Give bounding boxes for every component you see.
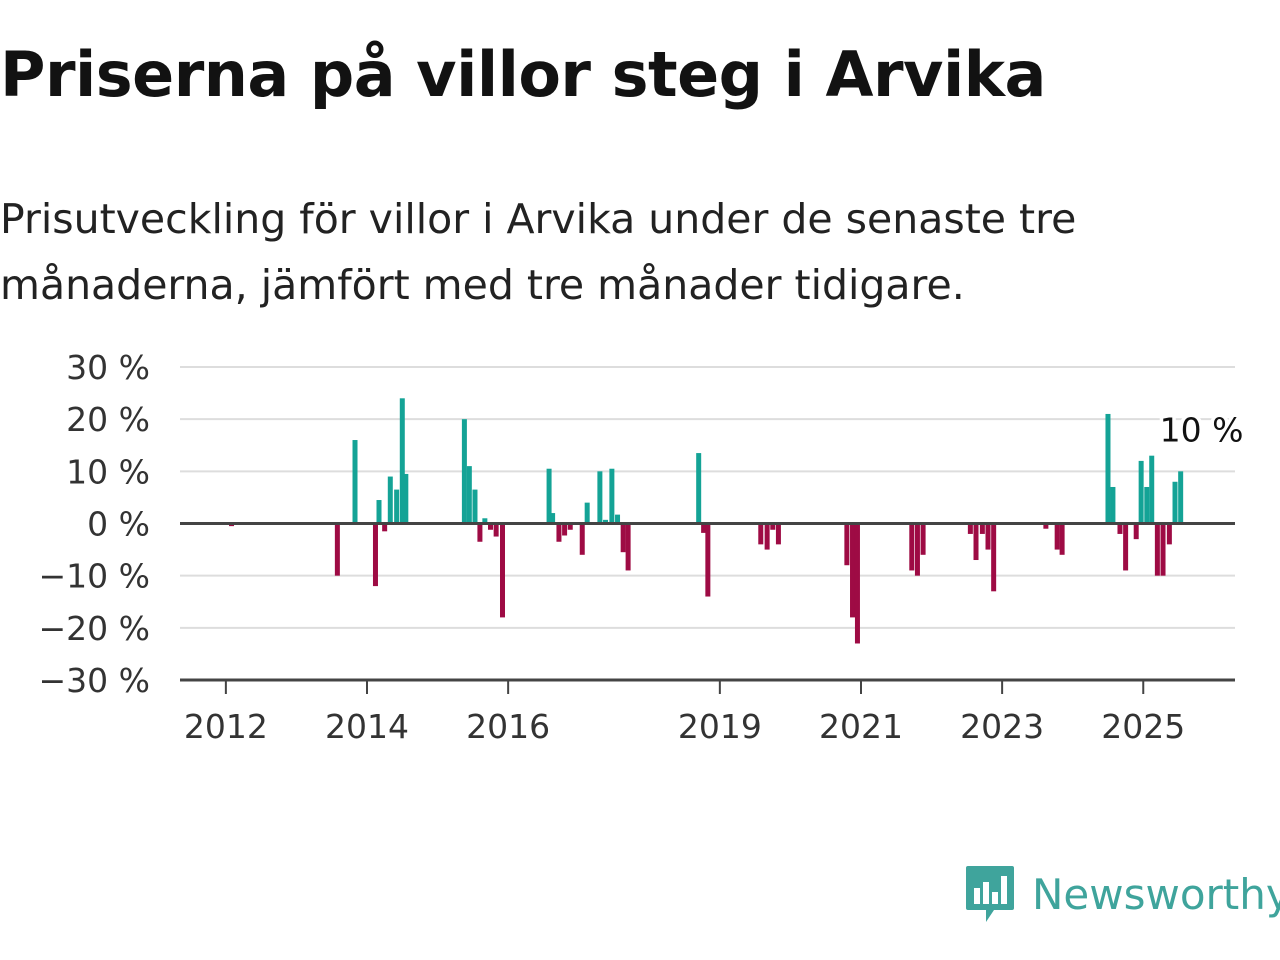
bar	[1043, 523, 1049, 529]
bar	[775, 523, 781, 545]
bar	[394, 489, 400, 524]
bar	[1054, 523, 1060, 550]
y-tick-label: −30 %	[39, 661, 151, 700]
annotations: 10 %	[1156, 407, 1247, 453]
bar	[461, 419, 467, 524]
y-tick-label: 20 %	[66, 400, 150, 439]
bar	[1166, 523, 1172, 545]
bar	[603, 519, 609, 524]
bar	[546, 468, 552, 524]
bar	[909, 523, 915, 571]
bar	[477, 523, 483, 542]
bar	[1172, 481, 1178, 524]
bar	[854, 523, 860, 644]
bar	[567, 523, 573, 530]
bar	[403, 473, 409, 524]
bar	[1123, 523, 1129, 571]
bar	[334, 523, 340, 576]
brand-name: Newsworthy	[1032, 869, 1280, 919]
x-tick-label: 2025	[1101, 707, 1185, 746]
bar	[615, 514, 621, 524]
x-axis-labels: 2012 2014 2016 2019 2021 2023 2025	[184, 680, 1185, 746]
chart-title: Priserna på villor steg i Arvika	[0, 38, 1046, 111]
bar	[372, 523, 378, 587]
bar	[579, 523, 585, 555]
y-tick-label: −20 %	[39, 609, 151, 648]
bar	[399, 398, 405, 524]
bar	[1117, 523, 1123, 534]
bar	[387, 476, 393, 524]
y-axis-labels: 30 % 20 % 10 % 0 % −10 % −20 % −30 %	[39, 348, 151, 700]
bar	[764, 523, 770, 550]
bar	[1110, 486, 1116, 524]
bar	[985, 523, 991, 550]
y-tick-label: −10 %	[39, 557, 151, 596]
x-tick-label: 2016	[466, 707, 550, 746]
y-tick-label: 30 %	[66, 348, 150, 387]
latest-value-label: 10 %	[1160, 410, 1244, 449]
bar	[1105, 413, 1111, 524]
bar	[758, 523, 764, 545]
bar	[1144, 486, 1150, 524]
axes	[180, 522, 1235, 682]
bar	[1160, 523, 1166, 576]
newsworthy-logo-icon	[966, 866, 1014, 922]
bar	[1178, 471, 1184, 524]
bar	[584, 502, 590, 524]
bar	[625, 523, 631, 571]
bar	[1154, 523, 1160, 576]
bar	[991, 523, 997, 592]
y-tick-label: 0 %	[87, 505, 150, 544]
bar	[482, 518, 488, 524]
bar	[376, 500, 382, 524]
bar	[967, 523, 973, 534]
bar	[352, 440, 358, 524]
bar	[562, 523, 568, 536]
bar	[1059, 523, 1065, 555]
bar	[488, 523, 494, 530]
x-tick-label: 2019	[678, 707, 762, 746]
bar	[382, 523, 388, 532]
bar	[472, 489, 478, 524]
newsworthy-brand: Newsworthy	[964, 864, 1280, 924]
bar	[597, 471, 603, 524]
bar	[620, 523, 626, 553]
bar	[466, 466, 472, 524]
bar	[844, 523, 850, 566]
bar	[1133, 523, 1139, 540]
bar	[1149, 455, 1155, 524]
bar	[499, 523, 505, 618]
bar	[705, 523, 711, 597]
bar	[556, 523, 562, 542]
bar	[1138, 460, 1144, 524]
x-tick-label: 2023	[960, 707, 1044, 746]
bar	[609, 468, 615, 524]
bar-chart: 30 %20 %10 %0 %−10 %−20 %−30 % 2012 2014 2…	[39, 348, 1248, 746]
bar	[550, 513, 556, 524]
bar	[696, 453, 702, 524]
x-tick-label: 2021	[819, 707, 903, 746]
bar	[493, 523, 499, 537]
bar	[850, 523, 856, 618]
bar	[973, 523, 979, 561]
bar	[770, 523, 776, 530]
bar	[979, 523, 985, 534]
bars	[229, 398, 1184, 644]
x-tick-label: 2012	[184, 707, 268, 746]
y-tick-label: 10 %	[66, 452, 150, 491]
bar	[914, 523, 920, 576]
x-tick-label: 2014	[325, 707, 409, 746]
bar	[920, 523, 926, 555]
bar	[701, 523, 707, 533]
chart-subtitle: Prisutveckling för villor i Arvika under…	[0, 195, 1077, 309]
